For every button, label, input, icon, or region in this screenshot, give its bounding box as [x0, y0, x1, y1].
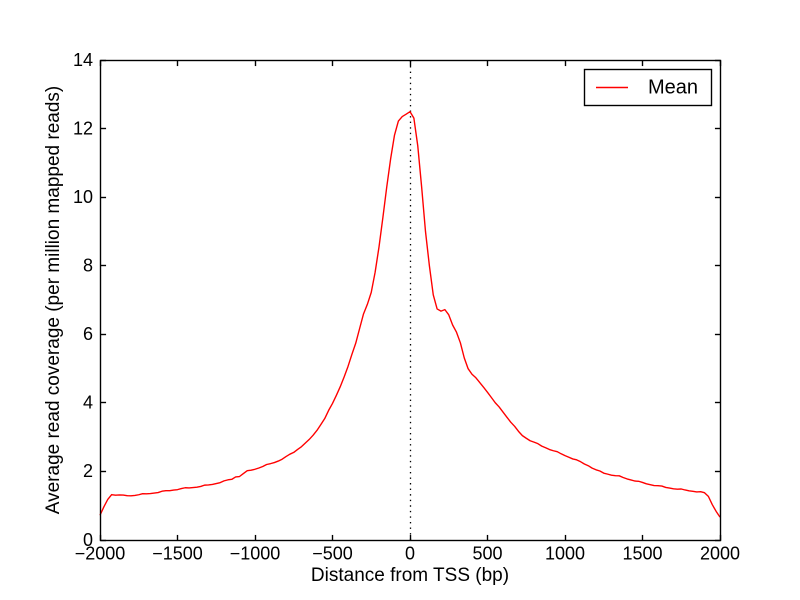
svg-text:Distance from TSS (bp): Distance from TSS (bp) [311, 565, 509, 586]
svg-text:0: 0 [405, 544, 415, 564]
svg-text:6: 6 [83, 324, 93, 344]
svg-text:4: 4 [83, 393, 93, 413]
svg-text:10: 10 [73, 187, 93, 207]
svg-text:−2000: −2000 [75, 544, 126, 564]
svg-text:500: 500 [472, 544, 502, 564]
svg-text:Mean: Mean [648, 76, 698, 98]
svg-text:−500: −500 [312, 544, 353, 564]
svg-text:14: 14 [73, 50, 93, 70]
svg-text:Average read coverage (per mil: Average read coverage (per million mappe… [43, 86, 64, 514]
svg-text:1000: 1000 [545, 544, 585, 564]
svg-text:12: 12 [73, 118, 93, 138]
svg-text:2000: 2000 [700, 544, 740, 564]
svg-text:0: 0 [83, 530, 93, 550]
svg-text:1500: 1500 [622, 544, 662, 564]
svg-text:2: 2 [83, 461, 93, 481]
svg-text:−1000: −1000 [230, 544, 281, 564]
svg-text:8: 8 [83, 256, 93, 276]
svg-text:−1500: −1500 [152, 544, 203, 564]
